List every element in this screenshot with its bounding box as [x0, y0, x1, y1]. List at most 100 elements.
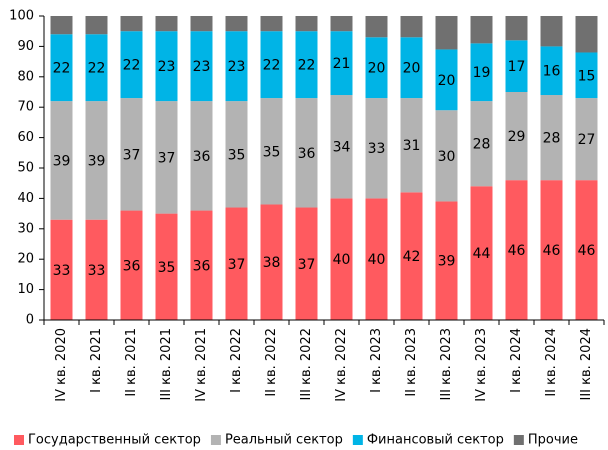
data-label: 16	[543, 64, 561, 80]
x-tick-label: II кв. 2021	[124, 328, 139, 397]
x-tick-label: I кв. 2021	[89, 328, 104, 393]
bar-segment	[260, 98, 283, 205]
data-label: 28	[543, 131, 561, 147]
bar-segment	[190, 16, 213, 32]
bar-segment	[330, 16, 353, 32]
bar-segment	[50, 219, 73, 320]
bar-segment	[50, 101, 73, 220]
bar-segment	[400, 192, 423, 320]
x-tick-label: III кв. 2022	[299, 328, 314, 401]
legend-label: Финансовый сектор	[367, 433, 504, 448]
y-tick-label: 60	[17, 130, 34, 145]
bar-segment	[435, 201, 458, 320]
bar-segment	[540, 46, 563, 96]
bar-segment	[505, 92, 528, 181]
data-label: 35	[158, 260, 176, 276]
bar-segment	[295, 16, 318, 32]
bar-segment	[295, 207, 318, 320]
data-label: 46	[508, 243, 526, 259]
bar-segment	[190, 210, 213, 320]
data-label: 42	[403, 249, 421, 265]
bar-segment	[155, 16, 178, 32]
bar-segment	[470, 16, 493, 44]
bar-segment	[365, 98, 388, 199]
x-tick-label: I кв. 2022	[229, 328, 244, 393]
data-label: 44	[473, 246, 491, 262]
bar-segment	[120, 98, 143, 211]
data-label: 22	[263, 58, 281, 74]
bar-segment	[470, 43, 493, 102]
legend-label: Прочие	[528, 433, 578, 448]
data-label: 22	[53, 61, 71, 77]
bar-segment	[85, 101, 108, 220]
data-label: 37	[123, 147, 141, 163]
data-label: 23	[228, 59, 246, 75]
y-tick-label: 10	[17, 282, 34, 297]
data-label: 46	[578, 243, 596, 259]
bar-segment	[295, 31, 318, 99]
legend-label: Государственный сектор	[28, 433, 201, 448]
y-tick-label: 0	[26, 313, 34, 328]
x-tick-label: III кв. 2021	[159, 328, 174, 401]
bar-segment	[330, 95, 353, 199]
data-label: 40	[368, 252, 386, 268]
bar-segment	[155, 31, 178, 102]
bar-segment	[505, 40, 528, 92]
data-label: 37	[298, 257, 316, 273]
data-label: 29	[508, 129, 526, 145]
bar-segment	[225, 101, 248, 208]
data-label: 34	[333, 140, 351, 156]
bar-segment	[435, 110, 458, 202]
data-label: 20	[368, 61, 386, 77]
bar-segment	[540, 180, 563, 320]
bar-segment	[400, 16, 423, 38]
x-tick-label: III кв. 2024	[579, 328, 594, 401]
legend-swatch	[14, 435, 24, 445]
bar-segment	[190, 31, 213, 102]
x-tick-label: II кв. 2024	[544, 328, 559, 397]
data-label: 20	[438, 73, 456, 89]
x-tick-label: IV кв. 2023	[474, 328, 489, 402]
x-tick-label: I кв. 2024	[509, 328, 524, 393]
bar-segment	[505, 180, 528, 320]
data-label: 21	[333, 56, 351, 72]
bar-segment	[260, 204, 283, 320]
data-label: 27	[578, 132, 596, 148]
legend-swatch	[513, 435, 524, 445]
bar-segment	[575, 98, 598, 181]
bar-segment	[435, 49, 458, 111]
data-label: 22	[298, 58, 316, 74]
data-label: 33	[88, 263, 106, 279]
bar-segment	[295, 98, 318, 208]
data-label: 40	[333, 252, 351, 268]
y-tick-label: 50	[17, 161, 34, 176]
data-label: 33	[368, 141, 386, 157]
bar-segment	[155, 213, 178, 320]
data-label: 31	[403, 138, 421, 154]
data-label: 39	[88, 153, 106, 169]
data-label: 38	[263, 255, 281, 271]
data-label: 36	[298, 146, 316, 162]
x-tick-label: IV кв. 2021	[194, 328, 209, 402]
bar-segment	[120, 16, 143, 32]
data-label: 37	[158, 150, 176, 166]
bar-segment	[435, 16, 458, 50]
x-tick-label: IV кв. 2022	[334, 328, 349, 402]
bar-segment	[470, 186, 493, 320]
data-label: 20	[403, 61, 421, 77]
bar-segment	[225, 31, 248, 102]
bar-segment	[575, 180, 598, 320]
bar-segment	[365, 37, 388, 99]
legend-label: Реальный сектор	[225, 433, 343, 448]
bar-segment	[260, 31, 283, 99]
data-label: 23	[158, 59, 176, 75]
bar-segment	[120, 210, 143, 320]
x-tick-label: II кв. 2022	[264, 328, 279, 397]
bar-segment	[225, 16, 248, 32]
bar-segment	[365, 198, 388, 320]
bar-segment	[85, 34, 108, 102]
bar-segment	[365, 16, 388, 38]
data-label: 36	[193, 149, 211, 165]
data-label: 36	[123, 258, 141, 274]
